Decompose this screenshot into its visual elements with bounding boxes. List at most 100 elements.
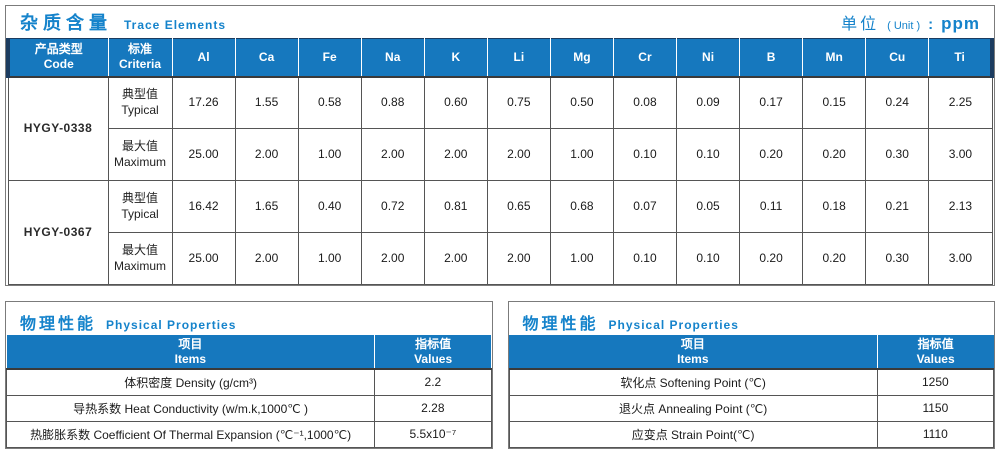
header-element-mn: Mn — [802, 38, 867, 78]
table-row-0338-maximum: 最大值 Maximum 25.00 2.00 1.00 2.00 2.00 2.… — [8, 128, 993, 181]
header-element-li: Li — [487, 38, 551, 78]
value-cell: 0.20 — [739, 232, 804, 285]
criteria-label-en: Typical — [121, 206, 159, 221]
value-cell: 0.21 — [865, 180, 930, 233]
table-row-thermal-expansion: 热膨胀系数 Coefficient Of Thermal Expansion (… — [5, 420, 492, 448]
value-cell: 0.75 — [486, 76, 551, 129]
value-cell: 0.18 — [802, 180, 867, 233]
criteria-label-en: Typical — [121, 102, 159, 117]
header-code-en: Code — [43, 57, 74, 72]
physical-header-row: 项目 Items 指标值 Values — [6, 335, 491, 370]
header-element-ca: Ca — [235, 38, 299, 78]
item-cell: 软化点 Softening Point (℃) — [508, 368, 878, 396]
value-cell: 0.11 — [739, 180, 804, 233]
header-items: 项目 Items — [509, 335, 878, 370]
value-cell: 0.50 — [549, 76, 614, 129]
value-cell: 0.05 — [675, 180, 741, 233]
header-values-zh: 指标值 — [917, 336, 954, 351]
header-items-zh: 项目 — [178, 336, 203, 351]
criteria-label-maximum: 最大值 Maximum — [107, 232, 173, 285]
value-cell: 0.17 — [739, 76, 804, 129]
unit-indicator: 单位 ( Unit ) : ppm — [841, 10, 980, 34]
value-cell: 0.20 — [739, 128, 804, 181]
criteria-label-zh: 最大值 — [121, 242, 158, 257]
table-row-heat-conductivity: 导热系数 Heat Conductivity (w/m.k,1000℃ ) 2.… — [5, 394, 492, 422]
physical-title-en: Physical Properties — [608, 318, 739, 332]
header-code-zh: 产品类型 — [34, 42, 83, 57]
value-cell: 0.20 — [802, 232, 867, 285]
physical-properties-panel-left: 物理性能 Physical Properties 项目 Items 指标值 Va… — [5, 301, 493, 449]
value-cell: 0.68 — [549, 180, 614, 233]
value-cell: 1150 — [876, 394, 995, 422]
item-cell: 退火点 Annealing Point (℃) — [508, 394, 878, 422]
table-row-softening-point: 软化点 Softening Point (℃) 1250 — [508, 368, 995, 396]
trace-elements-title: 杂质含量 Trace Elements — [20, 9, 226, 35]
header-items: 项目 Items — [6, 335, 376, 370]
value-cell: 17.26 — [171, 76, 236, 129]
header-element-al: Al — [172, 38, 236, 78]
value-cell: 0.08 — [612, 76, 678, 129]
value-cell: 2.13 — [928, 180, 993, 233]
criteria-label-en: Maximum — [113, 258, 166, 273]
header-criteria-zh: 标准 — [127, 42, 152, 57]
physical-title-left: 物理性能 Physical Properties — [6, 302, 492, 335]
value-cell: 0.65 — [486, 180, 551, 233]
physical-properties-row: 物理性能 Physical Properties 项目 Items 指标值 Va… — [5, 301, 995, 449]
criteria-label-zh: 典型值 — [121, 87, 158, 102]
header-element-ni: Ni — [676, 38, 741, 78]
header-items-en: Items — [677, 351, 709, 366]
trace-elements-title-row: 杂质含量 Trace Elements 单位 ( Unit ) : ppm — [6, 6, 994, 38]
table-row-annealing-point: 退火点 Annealing Point (℃) 1150 — [508, 394, 995, 422]
trace-elements-panel: 杂质含量 Trace Elements 单位 ( Unit ) : ppm 产品… — [5, 5, 995, 286]
value-cell: 1.00 — [297, 232, 362, 285]
value-cell: 0.10 — [612, 128, 678, 181]
unit-colon: : — [928, 16, 934, 33]
product-code-cell: HYGY-0338 — [7, 76, 109, 181]
value-cell: 0.10 — [612, 232, 678, 285]
header-element-b: B — [739, 38, 804, 78]
value-cell: 0.10 — [675, 128, 741, 181]
table-row-0338-typical: HYGY-0338 典型值 Typical 17.26 1.55 0.58 0.… — [7, 76, 993, 181]
value-cell: 2.2 — [374, 368, 492, 396]
physical-title-zh: 物理性能 — [20, 316, 97, 333]
value-cell: 0.30 — [865, 128, 930, 181]
value-cell: 1.00 — [549, 232, 614, 285]
value-cell: 2.00 — [234, 232, 299, 285]
header-element-na: Na — [361, 38, 425, 78]
header-element-cr: Cr — [613, 38, 678, 78]
value-cell: 3.00 — [928, 128, 993, 181]
physical-table-left: 项目 Items 指标值 Values 体积密度 Density (g/cm³)… — [5, 335, 492, 448]
value-cell: 25.00 — [171, 232, 236, 285]
header-element-k: K — [424, 38, 488, 78]
value-cell: 1.00 — [549, 128, 614, 181]
table-row-0367-typical: HYGY-0367 典型值 Typical 16.42 1.65 0.40 0.… — [7, 180, 993, 285]
header-code: 产品类型 Code — [6, 38, 109, 78]
value-cell: 0.88 — [360, 76, 425, 129]
trace-elements-title-zh: 杂质含量 — [20, 13, 112, 33]
value-cell: 0.10 — [675, 232, 741, 285]
header-element-ti: Ti — [928, 38, 995, 78]
value-cell: 1250 — [876, 368, 995, 396]
item-cell: 热膨胀系数 Coefficient Of Thermal Expansion (… — [5, 420, 376, 448]
header-element-mg: Mg — [550, 38, 614, 78]
value-cell: 2.00 — [423, 128, 488, 181]
value-cell: 2.00 — [486, 128, 551, 181]
unit-label-zh: 单位 — [841, 16, 880, 33]
value-cell: 0.07 — [612, 180, 678, 233]
criteria-label-zh: 典型值 — [121, 190, 158, 205]
value-cell: 2.00 — [360, 128, 425, 181]
physical-table-right: 项目 Items 指标值 Values 软化点 Softening Point … — [508, 335, 995, 448]
item-cell: 体积密度 Density (g/cm³) — [5, 368, 376, 396]
value-cell: 0.15 — [802, 76, 867, 129]
header-criteria-en: Criteria — [118, 57, 162, 72]
value-cell: 0.30 — [865, 232, 930, 285]
physical-title-zh: 物理性能 — [522, 316, 599, 333]
header-criteria: 标准 Criteria — [108, 38, 173, 78]
criteria-label-en: Maximum — [113, 154, 166, 169]
criteria-label-typical: 典型值 Typical — [107, 180, 173, 233]
header-element-fe: Fe — [298, 38, 362, 78]
criteria-label-maximum: 最大值 Maximum — [107, 128, 173, 181]
value-cell: 25.00 — [171, 128, 236, 181]
physical-title-right: 物理性能 Physical Properties — [509, 302, 995, 335]
